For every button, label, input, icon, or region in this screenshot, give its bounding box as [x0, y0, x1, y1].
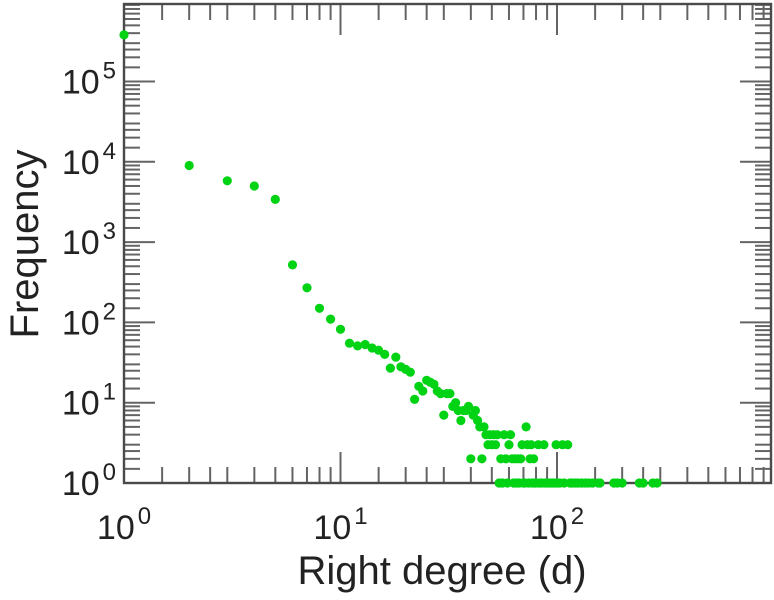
y-tick-label: 10 0: [62, 459, 116, 503]
y-tick-label: 10 5: [62, 58, 116, 102]
data-point: [439, 410, 449, 420]
data-point: [436, 389, 446, 399]
tick-exponent: 4: [103, 138, 116, 165]
data-point: [451, 398, 461, 408]
data-point: [270, 194, 280, 204]
data-point: [360, 339, 370, 350]
data-point: [652, 478, 662, 488]
data-point: [344, 338, 355, 348]
data-point: [501, 454, 511, 464]
data-point: [445, 389, 455, 399]
data-point: [353, 341, 363, 351]
data-point: [477, 454, 487, 464]
plot-frame: [122, 2, 773, 485]
x-tick-label: 10 1: [313, 503, 367, 547]
data-point: [249, 181, 259, 191]
data-point: [499, 430, 509, 440]
data-point: [551, 440, 561, 450]
data-point: [529, 454, 539, 464]
tick-exponent: 0: [103, 459, 116, 486]
tick-exponent: 2: [103, 298, 116, 325]
data-point: [504, 440, 514, 450]
x-tick-label: 10 2: [530, 503, 584, 547]
data-point: [492, 430, 502, 440]
data-point: [638, 478, 648, 488]
tick-exponent: 1: [354, 503, 367, 530]
tick-marks: [123, 3, 771, 484]
y-tick-label: 10 2: [62, 298, 116, 342]
data-point: [479, 422, 489, 432]
data-point: [380, 349, 390, 359]
y-tick-label: 10 4: [62, 138, 116, 182]
tick-exponent: 2: [571, 503, 584, 530]
data-point: [119, 30, 129, 40]
data-point: [429, 379, 439, 389]
data-point: [470, 405, 480, 416]
data-point: [521, 422, 531, 432]
data-point: [516, 454, 526, 464]
tick-exponent: 3: [103, 218, 116, 245]
data-point: [418, 386, 428, 396]
data-point: [184, 160, 194, 171]
data-point: [563, 440, 573, 450]
data-point: [314, 303, 325, 313]
plot-border: [122, 2, 773, 485]
data-point: [391, 352, 401, 362]
tick-labels: 10 0 10 1 10 210 010 110 210 310 410 5: [62, 58, 584, 548]
data-point: [617, 478, 627, 488]
tick-exponent: 5: [103, 58, 116, 85]
x-axis-title: Right degree (d): [297, 549, 586, 593]
data-point: [490, 440, 501, 450]
data-point: [456, 415, 466, 426]
y-tick-label: 10 1: [62, 379, 116, 423]
data-point: [326, 314, 336, 324]
data-point: [335, 324, 346, 334]
data-point: [385, 363, 395, 373]
data-point: [539, 440, 549, 450]
data-points: [119, 30, 662, 488]
data-point: [405, 367, 415, 377]
tick-exponent: 0: [138, 503, 151, 530]
y-tick-label: 10 3: [62, 218, 116, 262]
data-point: [222, 176, 232, 186]
data-point: [302, 283, 312, 293]
tick-exponent: 1: [103, 379, 116, 406]
x-tick-label: 10 0: [97, 503, 151, 547]
data-point: [526, 440, 536, 450]
data-point: [463, 401, 474, 411]
data-point: [410, 394, 420, 404]
data-point: [466, 454, 476, 464]
data-point: [287, 260, 298, 270]
data-point: [505, 430, 516, 440]
y-axis-title: Frequency: [3, 150, 47, 339]
data-point: [595, 478, 605, 488]
